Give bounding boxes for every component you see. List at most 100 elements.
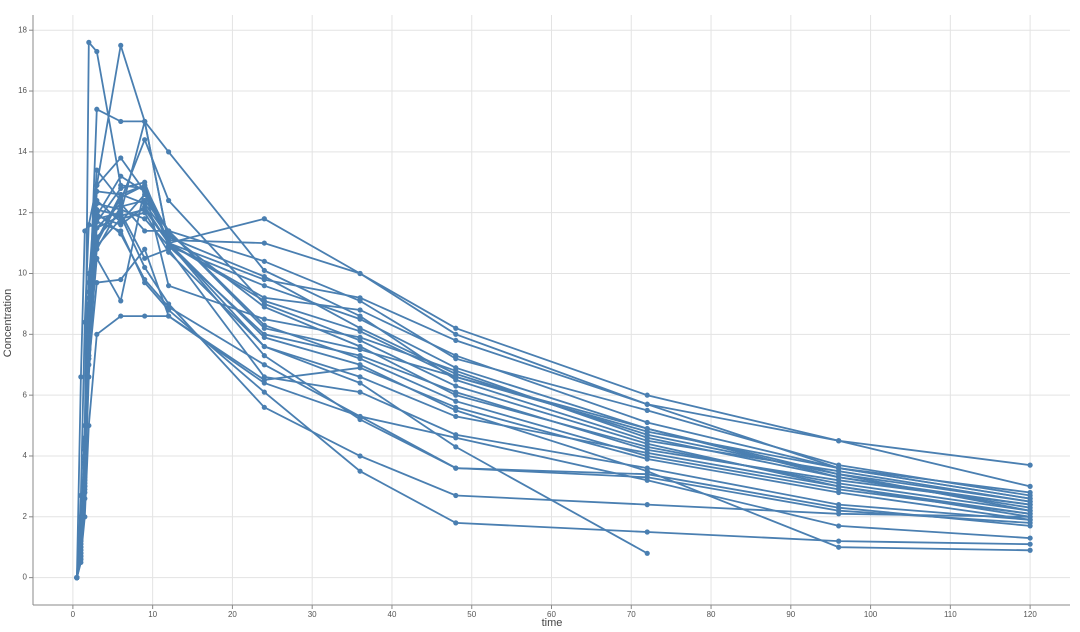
data-point <box>78 374 84 380</box>
data-point <box>78 553 84 559</box>
data-point <box>836 544 842 550</box>
y-tick-label: 18 <box>18 25 27 34</box>
data-point <box>1027 517 1033 523</box>
data-point <box>166 249 172 255</box>
data-point <box>86 301 92 307</box>
data-point <box>357 356 363 362</box>
data-point <box>357 337 363 344</box>
data-point <box>836 502 842 508</box>
data-point <box>836 486 842 493</box>
y-tick-label: 14 <box>18 147 27 156</box>
x-tick-label: 50 <box>467 610 476 619</box>
data-point <box>142 313 148 319</box>
data-point <box>836 538 842 544</box>
data-point <box>836 471 842 477</box>
series-line <box>76 174 1031 578</box>
data-point <box>644 419 650 426</box>
data-point <box>261 389 267 395</box>
series-line <box>76 40 1031 578</box>
data-point <box>261 298 267 304</box>
series-line <box>76 211 648 578</box>
x-tick-label: 70 <box>627 610 636 619</box>
data-point <box>357 374 363 380</box>
data-point <box>453 331 459 337</box>
data-point <box>453 520 459 526</box>
data-point <box>644 453 650 459</box>
series-line <box>76 208 1031 578</box>
data-point <box>94 48 100 55</box>
y-tick-label: 16 <box>18 86 27 95</box>
data-point <box>644 407 650 413</box>
data-point <box>261 283 267 289</box>
x-tick-label: 10 <box>148 610 157 619</box>
data-point <box>1027 541 1033 547</box>
x-tick-label: 0 <box>71 610 76 619</box>
data-point <box>261 216 267 222</box>
data-point <box>118 194 124 201</box>
data-point <box>836 465 842 471</box>
data-point <box>453 492 459 499</box>
data-point <box>82 486 88 493</box>
data-point <box>357 453 363 459</box>
data-point <box>453 407 459 413</box>
x-tick-label: 30 <box>308 610 317 619</box>
data-point <box>142 179 148 185</box>
data-point <box>118 231 124 237</box>
data-point <box>357 328 363 334</box>
x-tick-label: 90 <box>786 610 795 619</box>
y-tick-label: 2 <box>23 512 28 521</box>
data-point <box>357 389 363 395</box>
data-point <box>261 258 267 264</box>
data-point <box>166 313 172 319</box>
series-line <box>76 184 1031 578</box>
data-point <box>644 401 650 407</box>
data-point <box>94 331 100 337</box>
y-tick-label: 6 <box>23 390 28 399</box>
data-point <box>142 246 148 252</box>
data-point <box>644 477 650 483</box>
series-line <box>76 45 1031 578</box>
x-tick-label: 40 <box>388 610 397 619</box>
series-line <box>76 184 1031 578</box>
data-point <box>644 502 650 508</box>
data-point <box>1027 498 1033 505</box>
data-point <box>644 426 650 432</box>
data-point <box>118 216 124 222</box>
data-point <box>357 362 363 368</box>
data-point <box>357 413 363 420</box>
data-point <box>644 550 650 556</box>
data-point <box>261 362 267 368</box>
data-point <box>74 575 80 581</box>
data-point <box>453 413 459 420</box>
data-point <box>118 118 124 125</box>
data-point <box>142 255 148 261</box>
data-point <box>357 343 363 350</box>
x-tick-label: 110 <box>944 610 957 619</box>
data-point <box>118 276 124 283</box>
data-point <box>261 334 267 340</box>
data-point <box>261 374 267 380</box>
data-point <box>94 106 100 112</box>
data-point <box>644 444 650 450</box>
y-tick-label: 0 <box>23 573 28 582</box>
data-point <box>166 243 172 249</box>
data-point <box>166 149 172 155</box>
data-point <box>118 185 124 191</box>
data-point <box>142 197 148 204</box>
data-point <box>261 322 267 328</box>
data-point <box>142 118 148 125</box>
data-point <box>357 307 363 313</box>
data-point <box>1027 483 1033 489</box>
data-point <box>118 207 124 213</box>
data-point <box>94 182 100 188</box>
data-point <box>836 523 842 529</box>
data-point <box>357 270 363 277</box>
data-point <box>86 39 92 45</box>
data-point <box>453 392 459 398</box>
data-point <box>142 276 148 283</box>
x-tick-label: 80 <box>707 610 716 619</box>
data-point <box>644 468 650 474</box>
data-point <box>166 197 172 204</box>
